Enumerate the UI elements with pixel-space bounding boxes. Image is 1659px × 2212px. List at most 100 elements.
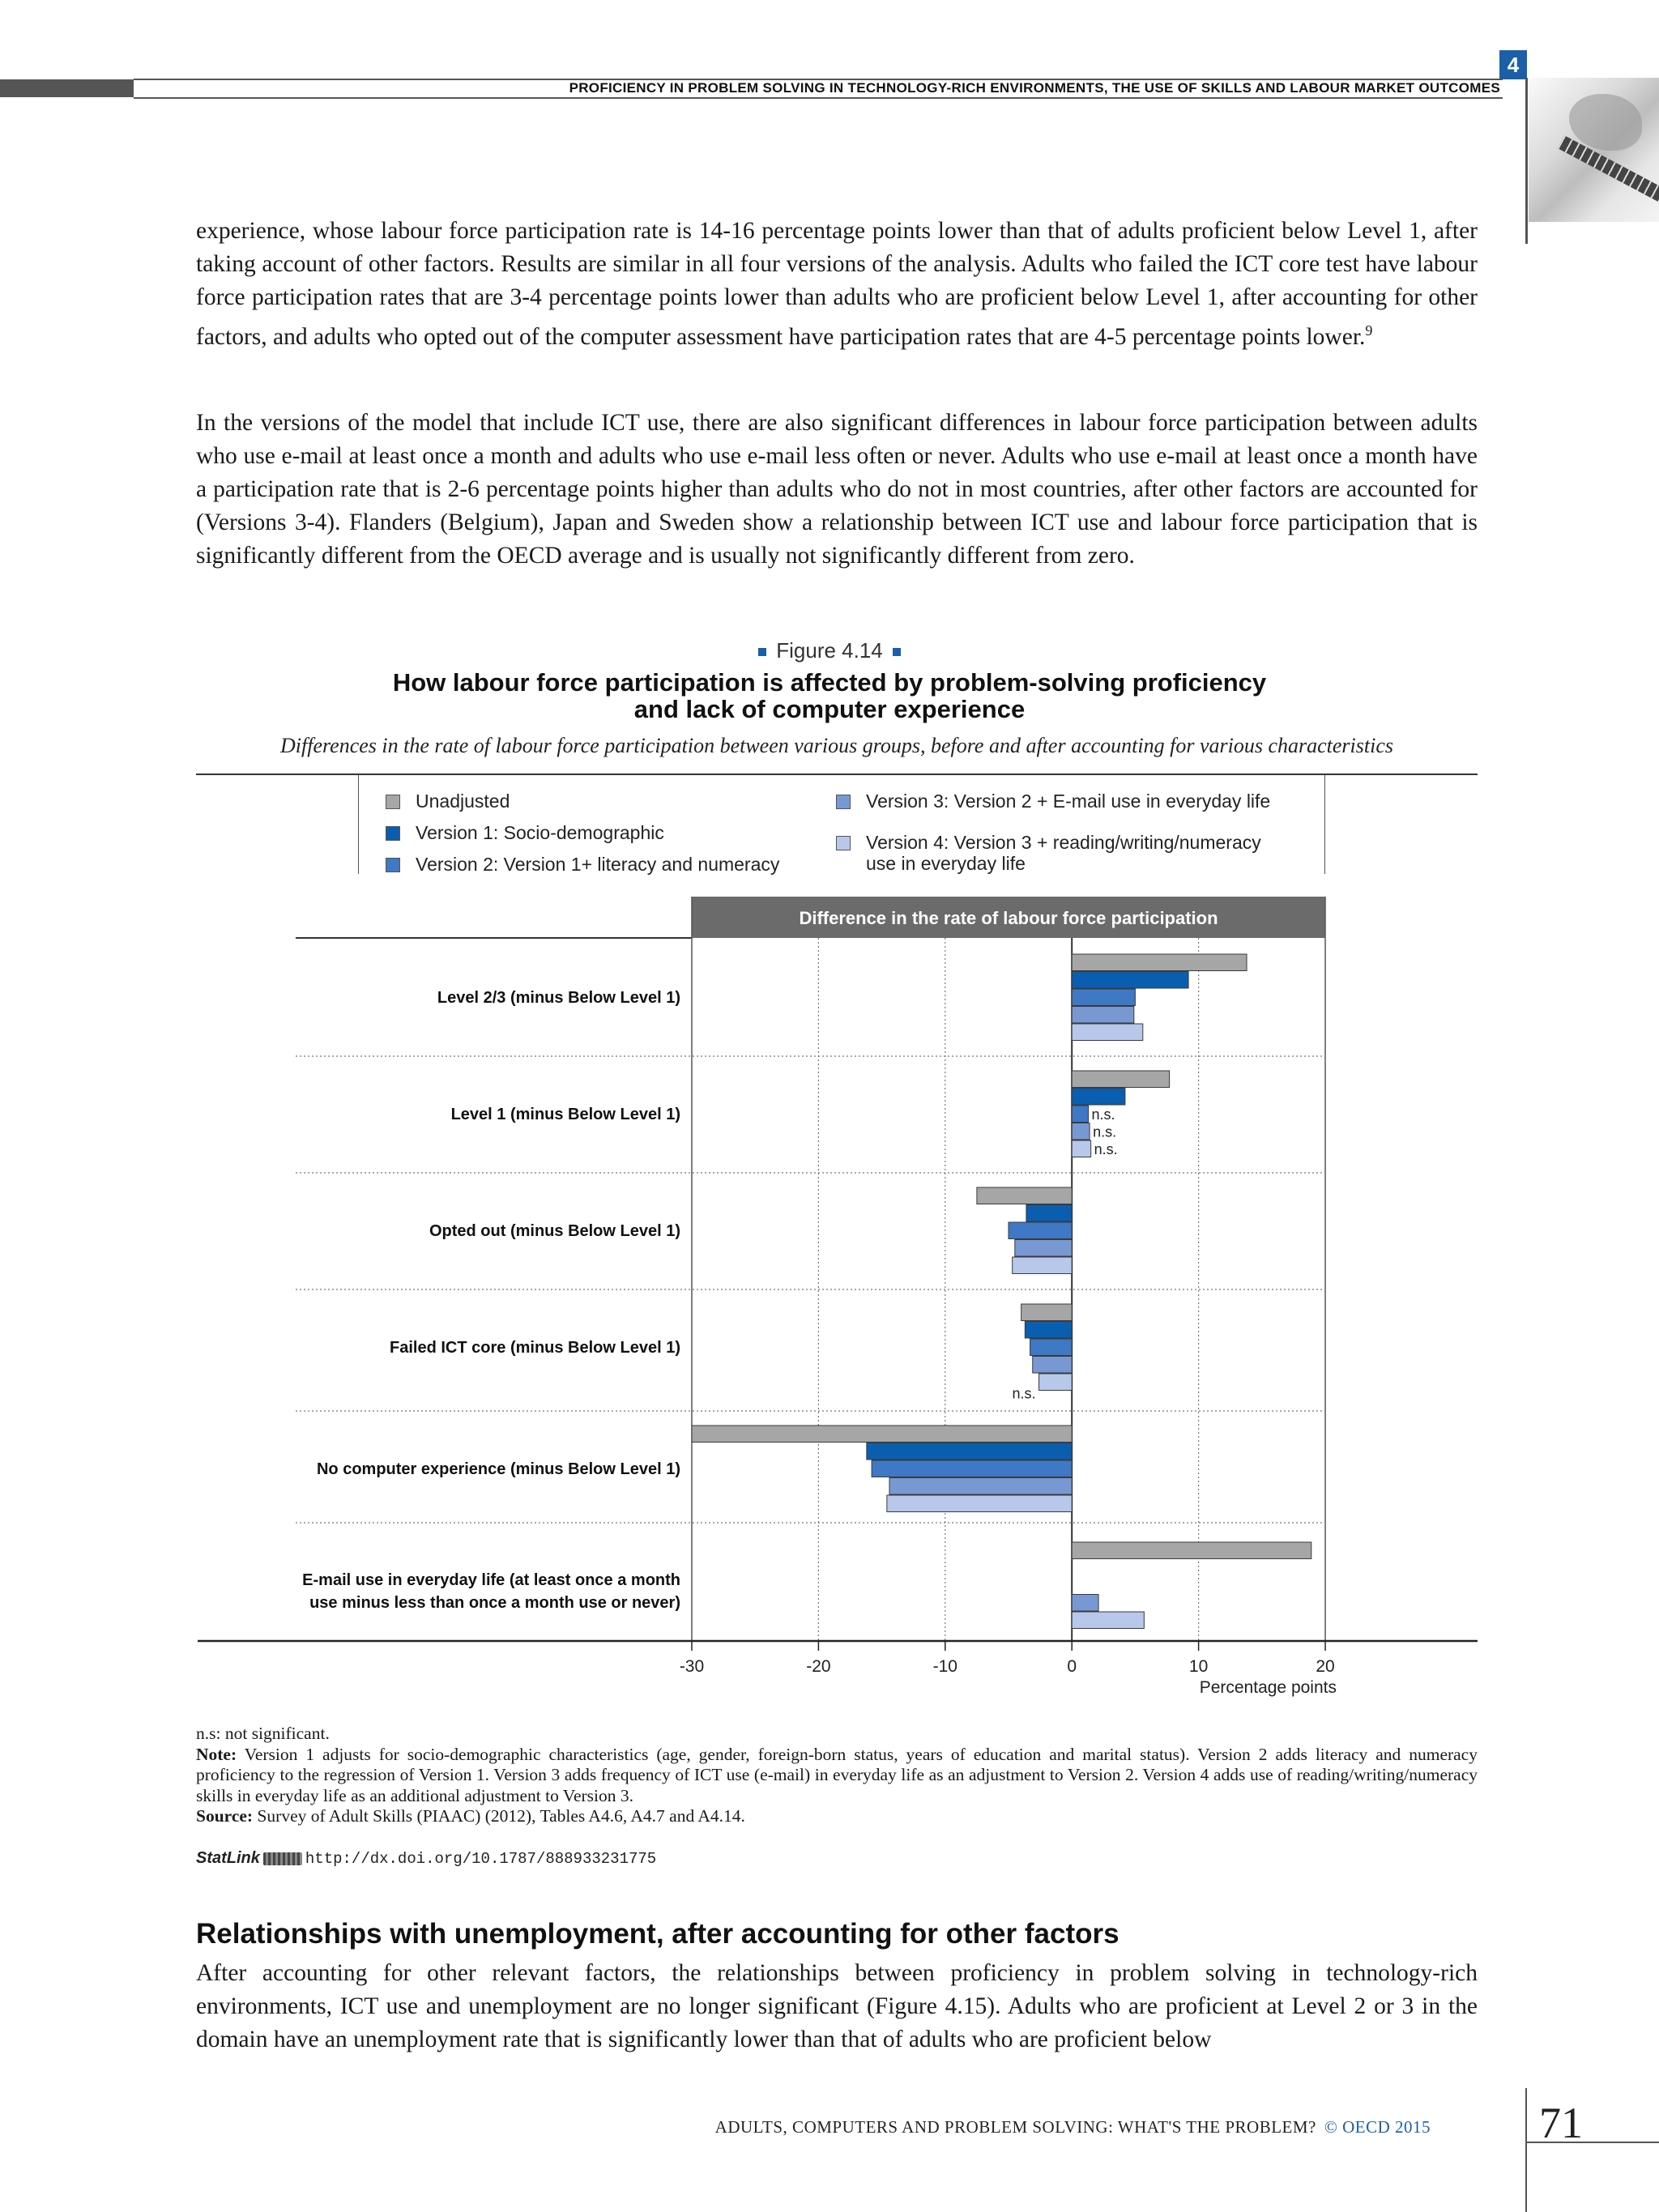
bar [1071, 1023, 1144, 1041]
paragraph-1-text: experience, whose labour force participa… [196, 218, 1478, 350]
x-tick-label: -10 [933, 1657, 957, 1676]
category-label: E-mail use in everyday life (at least on… [302, 1571, 680, 1589]
bar [1071, 1611, 1145, 1629]
chapter-photo [1529, 78, 1659, 222]
legend-swatch [836, 836, 851, 850]
photo-hand-shape [1569, 94, 1642, 151]
category-label: use minus less than once a month use or … [309, 1594, 680, 1612]
legend-label: Version 2: Version 1+ literacy and numer… [416, 854, 780, 875]
bar [1071, 1541, 1312, 1559]
figure-label-text: Figure 4.14 [776, 638, 883, 663]
note-text: Version 1 adjusts for socio-demographic … [196, 1744, 1478, 1805]
figure-top-rule [196, 774, 1478, 775]
ns-note: n.s: not significant. [196, 1724, 330, 1743]
running-header-title: PROFICIENCY IN PROBLEM SOLVING IN TECHNO… [569, 80, 1500, 96]
statlink: StatLink http://dx.doi.org/10.1787/888933… [196, 1849, 656, 1868]
bar [1071, 1140, 1092, 1157]
ns-label: n.s. [1094, 1141, 1118, 1157]
bar [1038, 1373, 1073, 1391]
legend-swatch [836, 795, 851, 809]
bar [886, 1494, 1073, 1512]
note-label: Note: [196, 1744, 237, 1764]
legend-swatch [386, 826, 400, 841]
bar [1071, 1088, 1126, 1106]
bar [1032, 1356, 1073, 1374]
footer-book-title: ADULTS, COMPUTERS AND PROBLEM SOLVING: W… [714, 2117, 1316, 2137]
body-paragraph-2: In the versions of the model that includ… [196, 410, 1478, 569]
legend-label: Version 3: Version 2 + E-mail use in eve… [866, 791, 1271, 812]
x-tick-label: -20 [806, 1657, 830, 1676]
statlink-logo-icon [262, 1852, 302, 1865]
category-label: Level 1 (minus Below Level 1) [451, 1106, 680, 1123]
header-rule-bottom [134, 97, 1503, 99]
bar [1071, 1123, 1090, 1140]
chart-legend: Unadjusted Version 1: Socio-demographic … [358, 775, 1325, 875]
legend-swatch [386, 795, 400, 809]
x-tick-label: 10 [1189, 1657, 1208, 1676]
figure-label-marker-icon [892, 648, 901, 657]
source-label: Source: [196, 1806, 254, 1826]
source-paragraph: Source: Survey of Adult Skills (PIAAC) (… [196, 1806, 1478, 1827]
bar [1071, 1594, 1099, 1612]
bar [1071, 953, 1247, 971]
figure-title: How labour force participation is affect… [243, 669, 1416, 722]
source-text: Survey of Adult Skills (PIAAC) (2012), T… [257, 1806, 745, 1826]
footer-rule [1525, 2142, 1659, 2143]
bar [1071, 988, 1136, 1006]
bar [1014, 1239, 1073, 1257]
legend-label: Version 4: Version 3 + reading/writing/n… [866, 832, 1261, 874]
note-paragraph: Note: Version 1 adjusts for socio-demogr… [196, 1745, 1478, 1807]
header-vertical-rule [1525, 78, 1528, 244]
body-paragraph-3: After accounting for other relevant fact… [196, 1960, 1478, 2052]
bar [866, 1443, 1073, 1460]
bar [1071, 971, 1189, 989]
category-label: No computer experience (minus Below Leve… [317, 1460, 680, 1478]
figure-title-line-1: How labour force participation is affect… [392, 668, 1267, 697]
x-axis-label: Percentage points [1200, 1678, 1337, 1697]
footer-copyright: © OECD 2015 [1324, 2117, 1431, 2137]
bar [691, 1425, 1073, 1443]
bar [1026, 1204, 1073, 1222]
legend-label: Unadjusted [416, 791, 510, 812]
legend-label: Version 1: Socio-demographic [416, 822, 664, 843]
header-rule-top [134, 79, 1503, 80]
bar [889, 1477, 1073, 1495]
figure-label-marker-icon [758, 648, 767, 657]
chart-header-band [692, 897, 1325, 938]
chart-header-band-label: Difference in the rate of labour force p… [799, 908, 1218, 928]
legend-swatch [386, 858, 400, 872]
category-label: Failed ICT core (minus Below Level 1) [390, 1339, 680, 1357]
page-number: 71 [1539, 2099, 1583, 2147]
bar [1012, 1256, 1073, 1274]
x-tick-label: 20 [1316, 1657, 1334, 1676]
ns-label: n.s. [1013, 1386, 1036, 1402]
ns-label: n.s. [1093, 1124, 1116, 1140]
figure-label: Figure 4.14 [0, 638, 1659, 663]
x-tick-label: 0 [1067, 1657, 1077, 1676]
category-label: Opted out (minus Below Level 1) [429, 1222, 680, 1240]
body-paragraph-1: experience, whose labour force participa… [196, 215, 1478, 354]
footer-vertical-rule [1525, 2088, 1527, 2212]
chapter-number-badge: 4 [1499, 50, 1527, 79]
page-footer: ADULTS, COMPUTERS AND PROBLEM SOLVING: W… [715, 2117, 1431, 2137]
bar [871, 1460, 1073, 1477]
bar [1008, 1221, 1073, 1239]
figure-title-line-2: and lack of computer experience [633, 695, 1026, 723]
bar [1071, 1105, 1090, 1123]
bar [1071, 1070, 1171, 1088]
bar-chart: Difference in the rate of labour force p… [198, 897, 1478, 1697]
header-bar [0, 79, 134, 97]
section-heading: Relationships with unemployment, after a… [196, 1918, 1120, 1950]
statlink-url[interactable]: http://dx.doi.org/10.1787/888933231775 [305, 1850, 657, 1868]
bar [976, 1187, 1073, 1204]
category-label: Level 2/3 (minus Below Level 1) [437, 989, 680, 1007]
ns-label: n.s. [1092, 1106, 1115, 1123]
bar [1024, 1321, 1073, 1339]
figure-subtitle: Differences in the rate of labour force … [280, 734, 1393, 757]
figure-notes: n.s: not significant. Note: Version 1 ad… [196, 1724, 1478, 1827]
bar [1021, 1303, 1073, 1321]
x-tick-label: -30 [680, 1657, 704, 1676]
bar [1030, 1338, 1073, 1356]
bar [1071, 1006, 1135, 1024]
footnote-ref[interactable]: 9 [1365, 322, 1373, 339]
